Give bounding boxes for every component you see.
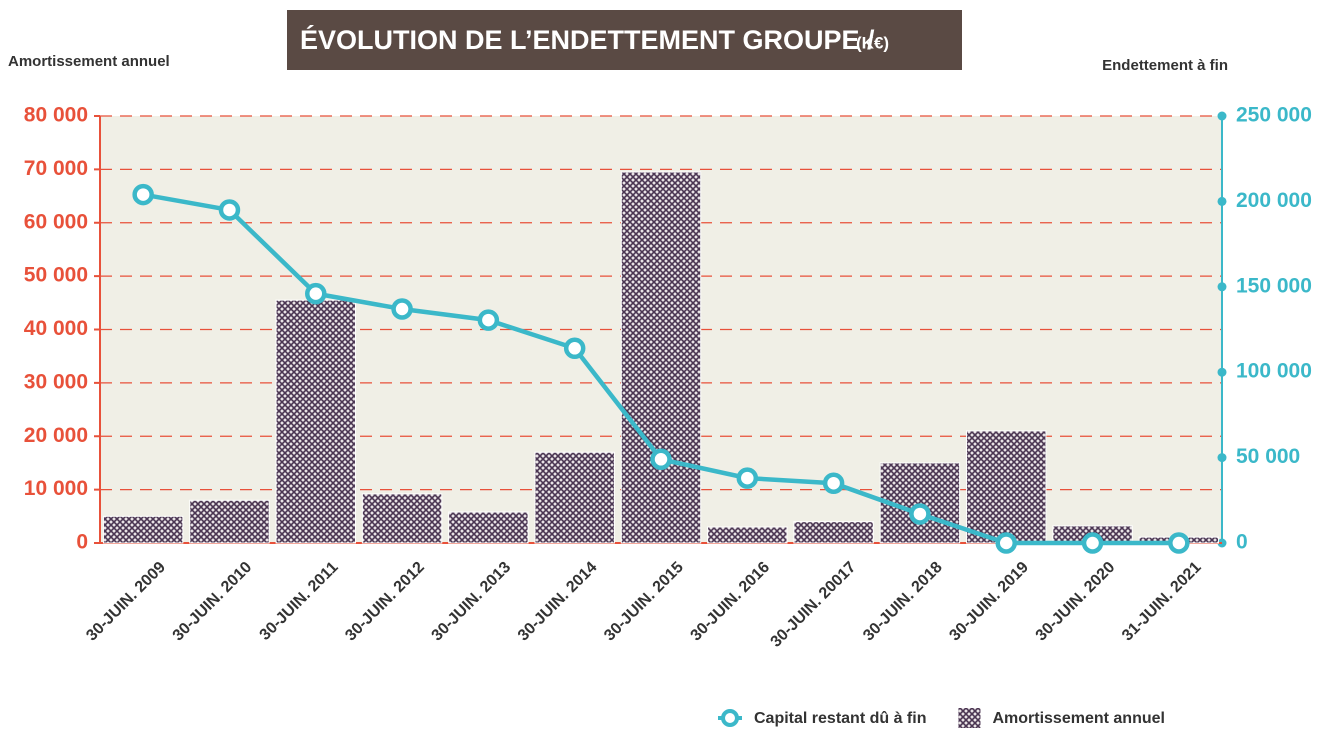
y2-tick-label: 200 000 [1236,189,1312,212]
bar [966,430,1047,544]
x-tick-label: 30-JUIN. 2014 [515,559,601,645]
y-tick-label: 20 000 [24,424,88,447]
bar [707,526,788,544]
y-tick-label: 80 000 [24,104,88,127]
title-box [287,10,962,70]
bar [534,451,615,544]
line-point [218,199,241,221]
bar [102,515,184,544]
legend-swatch [721,709,739,727]
x-tick-label: 30-JUIN. 2016 [688,559,774,645]
x-tick-label: 30-JUIN. 2012 [342,559,428,645]
x-tick-label: 30-JUIN. 2019 [946,559,1032,645]
line-point [909,503,931,525]
y2-tick-label: 0 [1236,531,1248,554]
y-tick-label: 60 000 [24,210,88,233]
x-tick-label: 30-JUIN. 2010 [170,559,256,645]
bar [189,499,270,544]
x-tick-label: 30-JUIN. 2009 [83,559,169,645]
line-point [995,532,1017,554]
line-point [822,472,845,494]
bar [620,171,702,544]
y2-tick-label: 100 000 [1236,360,1312,383]
x-tick-label: 30-JUIN. 2015 [601,559,687,645]
line-point [563,337,586,360]
line-point [1168,532,1190,554]
x-tick-label: 31-JUIN. 2021 [1119,559,1205,645]
legend-label: Amortissement annuel [992,710,1164,727]
y2-tick-label: 50 000 [1236,445,1300,468]
x-tick-label: 30-JUIN. 20017 [768,559,860,651]
chart-title-unit: (K€) [856,33,889,52]
y-tick-label: 30 000 [24,370,88,393]
y-tick-label: 10 000 [24,477,88,500]
line-point [1081,532,1104,554]
line-point [736,467,759,489]
bar [275,299,356,544]
y-tick-label: 0 [76,531,88,554]
line-point [477,309,500,331]
x-tick-label: 30-JUIN. 2018 [860,559,946,645]
y2-axis-label: Endettement à fin [1102,57,1228,74]
line-point [305,282,327,305]
bar [793,521,874,544]
y2-tick-label: 150 000 [1236,274,1312,297]
line-point [391,298,413,320]
y-tick-label: 40 000 [24,317,88,340]
y-tick-label: 70 000 [24,157,88,180]
legend-label: Capital restant dû à fin [754,710,926,727]
x-tick-label: 30-JUIN. 2011 [257,559,342,644]
line-point [650,448,672,471]
bar [361,493,443,544]
legend-swatch [958,708,981,728]
y-tick-label: 50 000 [24,264,88,287]
y2-tick-label: 250 000 [1236,104,1312,127]
line-point [132,183,154,206]
bar [448,511,529,544]
x-tick-label: 30-JUIN. 2020 [1033,559,1119,645]
y-axis-label: Amortissement annuel [8,53,170,70]
chart-title: ÉVOLUTION DE L’ENDETTEMENT GROUPE / [300,24,875,55]
x-tick-label: 30-JUIN. 2013 [429,559,515,645]
